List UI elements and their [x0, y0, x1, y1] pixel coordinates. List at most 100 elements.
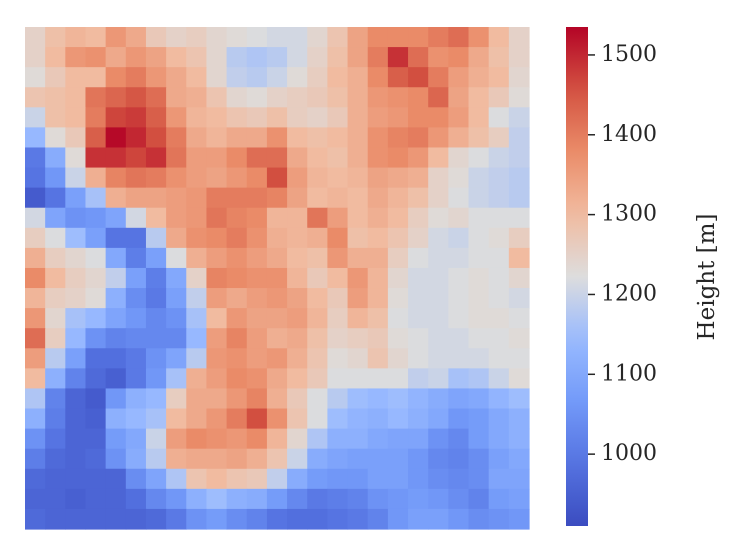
heatmap-cell: [367, 468, 389, 490]
heatmap-cell: [347, 127, 369, 149]
heatmap-cell: [307, 388, 328, 410]
heatmap-cell: [448, 388, 470, 410]
heatmap-cell: [226, 448, 248, 470]
heatmap-cell: [105, 27, 127, 48]
heatmap-cell: [65, 508, 87, 530]
heatmap-cell: [508, 247, 530, 269]
heatmap-cell: [287, 227, 308, 249]
heatmap-cell: [125, 488, 147, 510]
heatmap-cell: [468, 348, 490, 369]
heatmap-cell: [508, 368, 530, 390]
heatmap-cell: [468, 448, 490, 470]
heatmap-cell: [287, 127, 308, 149]
heatmap-cell: [408, 47, 429, 68]
heatmap-cell: [448, 187, 470, 209]
heatmap-cell: [307, 468, 328, 490]
heatmap-cell: [25, 227, 46, 249]
heatmap-cell: [307, 408, 328, 430]
heatmap-cell: [25, 167, 46, 189]
heatmap-cell: [145, 267, 167, 289]
heatmap-cell: [85, 308, 107, 329]
heatmap-cell: [206, 348, 228, 369]
heatmap-cell: [166, 187, 187, 209]
heatmap-cell: [408, 488, 429, 510]
heatmap-cell: [246, 147, 268, 169]
heatmap-cell: [266, 388, 288, 410]
heatmap-cell: [206, 488, 228, 510]
heatmap-cell: [125, 267, 147, 289]
heatmap-cell: [186, 448, 208, 470]
heatmap-cell: [287, 207, 308, 229]
heatmap-cell: [367, 508, 389, 530]
heatmap-cell: [387, 448, 409, 470]
heatmap-cell: [428, 107, 449, 128]
heatmap-cell: [246, 448, 268, 470]
heatmap-cell: [186, 468, 208, 490]
heatmap-cell: [327, 167, 349, 189]
heatmap-cell: [428, 27, 449, 48]
heatmap-cell: [508, 308, 530, 329]
heatmap-cell: [327, 308, 349, 329]
heatmap-cell: [347, 488, 369, 510]
heatmap-cell: [226, 147, 248, 169]
heatmap-cell: [287, 308, 308, 329]
heatmap-cell: [85, 107, 107, 128]
heatmap-cell: [287, 107, 308, 128]
heatmap-cell: [307, 328, 328, 349]
heatmap-cell: [105, 488, 127, 510]
heatmap-cell: [65, 247, 87, 269]
heatmap-cell: [226, 508, 248, 530]
heatmap-cell: [145, 508, 167, 530]
heatmap-cell: [468, 27, 490, 48]
heatmap-cell: [287, 187, 308, 209]
heatmap-cell: [186, 147, 208, 169]
heatmap-cell: [508, 288, 530, 309]
heatmap-cell: [85, 468, 107, 490]
heatmap-cell: [287, 508, 308, 530]
heatmap-cell: [488, 247, 510, 269]
colorbar-tick-label: 1100: [601, 361, 657, 386]
heatmap-cell: [125, 408, 147, 430]
heatmap-cell: [125, 67, 147, 88]
heatmap-cell: [408, 408, 429, 430]
heatmap-cell: [387, 107, 409, 128]
heatmap-cell: [508, 448, 530, 470]
heatmap-cell: [387, 308, 409, 329]
heatmap-cell: [367, 388, 389, 410]
heatmap-cell: [488, 167, 510, 189]
heatmap-cell: [125, 87, 147, 108]
heatmap-cell: [25, 468, 46, 490]
heatmap-cell: [145, 328, 167, 349]
heatmap-cell: [65, 488, 87, 510]
heatmap-cell: [45, 328, 66, 349]
heatmap-cell: [408, 267, 429, 289]
heatmap-cell: [145, 187, 167, 209]
heatmap-cell: [428, 328, 449, 349]
heatmap-cell: [125, 508, 147, 530]
heatmap-cell: [367, 247, 389, 269]
heatmap-cell: [367, 167, 389, 189]
heatmap-cell: [408, 167, 429, 189]
heatmap-cell: [105, 267, 127, 289]
heatmap-cell: [226, 288, 248, 309]
heatmap-cell: [166, 167, 187, 189]
heatmap-cell: [367, 488, 389, 510]
heatmap-cell: [488, 448, 510, 470]
heatmap-cell: [65, 408, 87, 430]
heatmap-cell: [246, 247, 268, 269]
heatmap-cell: [206, 167, 228, 189]
heatmap-cell: [488, 127, 510, 149]
heatmap-cell: [65, 328, 87, 349]
heatmap-cell: [125, 127, 147, 149]
heatmap-cell: [307, 127, 328, 149]
heatmap-cell: [186, 167, 208, 189]
heatmap-cell: [65, 27, 87, 48]
heatmap-cell: [307, 267, 328, 289]
heatmap-cell: [45, 167, 66, 189]
heatmap-cell: [428, 267, 449, 289]
heatmap-cell: [145, 428, 167, 450]
heatmap-cell: [287, 388, 308, 410]
heatmap-cell: [307, 508, 328, 530]
heatmap-cell: [488, 227, 510, 249]
heatmap-cell: [25, 247, 46, 269]
